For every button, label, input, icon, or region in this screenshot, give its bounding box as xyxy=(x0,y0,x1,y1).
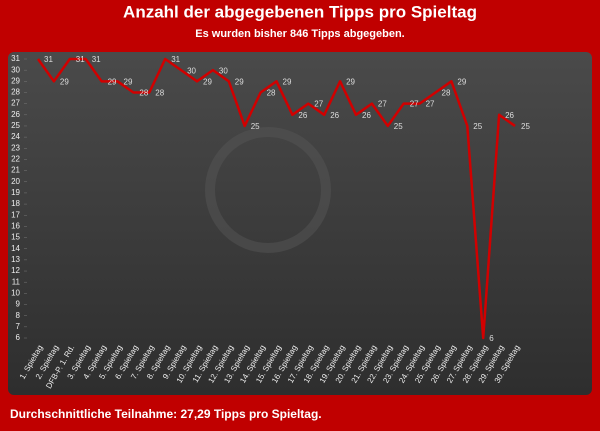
data-label: 25 xyxy=(394,122,403,131)
data-label: 27 xyxy=(410,100,419,109)
y-tick-label: 31 xyxy=(11,54,20,63)
chart-subtitle: Es wurden bisher 846 Tipps abgegeben. xyxy=(195,28,404,40)
data-label: 28 xyxy=(139,89,148,98)
data-label: 30 xyxy=(219,66,228,75)
data-label: 26 xyxy=(362,111,371,120)
y-tick-label: 17 xyxy=(11,210,20,219)
y-tick-label: 29 xyxy=(11,76,20,85)
data-label: 29 xyxy=(346,77,355,86)
y-tick-label: 24 xyxy=(11,132,20,141)
data-label: 25 xyxy=(521,122,530,131)
y-tick-label: 16 xyxy=(11,222,20,231)
y-tick-label: 27 xyxy=(11,99,20,108)
y-tick-label: 22 xyxy=(11,155,20,164)
y-tick-label: 8 xyxy=(16,311,21,320)
y-tick-label: 26 xyxy=(11,110,20,119)
y-tick-label: 19 xyxy=(11,188,20,197)
data-label: 31 xyxy=(44,55,53,64)
chart-title: Anzahl der abgegebenen Tipps pro Spielta… xyxy=(123,2,477,21)
data-label: 27 xyxy=(426,100,435,109)
y-tick-label: 20 xyxy=(11,177,20,186)
data-label: 25 xyxy=(473,122,482,131)
y-tick-label: 7 xyxy=(16,322,21,331)
y-tick-label: 10 xyxy=(11,288,20,297)
y-tick-label: 13 xyxy=(11,255,20,264)
plot-panel xyxy=(8,52,592,395)
data-label: 29 xyxy=(124,77,133,86)
data-label: 26 xyxy=(298,111,307,120)
data-label: 26 xyxy=(505,111,514,120)
y-tick-label: 18 xyxy=(11,199,20,208)
y-tick-label: 14 xyxy=(11,244,20,253)
y-tick-label: 12 xyxy=(11,266,20,275)
data-label: 28 xyxy=(267,89,276,98)
data-label: 26 xyxy=(330,111,339,120)
data-label: 6 xyxy=(489,334,494,343)
data-label: 29 xyxy=(60,77,69,86)
data-label: 29 xyxy=(108,77,117,86)
y-tick-label: 28 xyxy=(11,88,20,97)
data-label: 30 xyxy=(187,66,196,75)
data-label: 31 xyxy=(171,55,180,64)
data-label: 25 xyxy=(251,122,260,131)
y-tick-label: 6 xyxy=(16,333,21,342)
data-label: 27 xyxy=(314,100,323,109)
data-label: 27 xyxy=(378,100,387,109)
data-line xyxy=(36,57,516,340)
data-label: 29 xyxy=(457,77,466,86)
footer-note: Durchschnittliche Teilnahme: 27,29 Tipps… xyxy=(10,407,322,421)
y-tick-label: 30 xyxy=(11,65,20,74)
y-tick-label: 15 xyxy=(11,233,20,242)
data-label: 31 xyxy=(76,55,85,64)
data-label: 28 xyxy=(155,89,164,98)
data-label: 31 xyxy=(92,55,101,64)
watermark xyxy=(205,127,331,253)
data-label: 29 xyxy=(235,77,244,86)
data-label: 29 xyxy=(283,77,292,86)
y-tick-label: 23 xyxy=(11,143,20,152)
y-tick-label: 9 xyxy=(16,300,21,309)
data-label: 29 xyxy=(203,77,212,86)
y-tick-label: 11 xyxy=(12,277,21,286)
data-label: 28 xyxy=(442,89,451,98)
y-tick-label: 21 xyxy=(11,166,20,175)
y-tick-label: 25 xyxy=(11,121,20,130)
